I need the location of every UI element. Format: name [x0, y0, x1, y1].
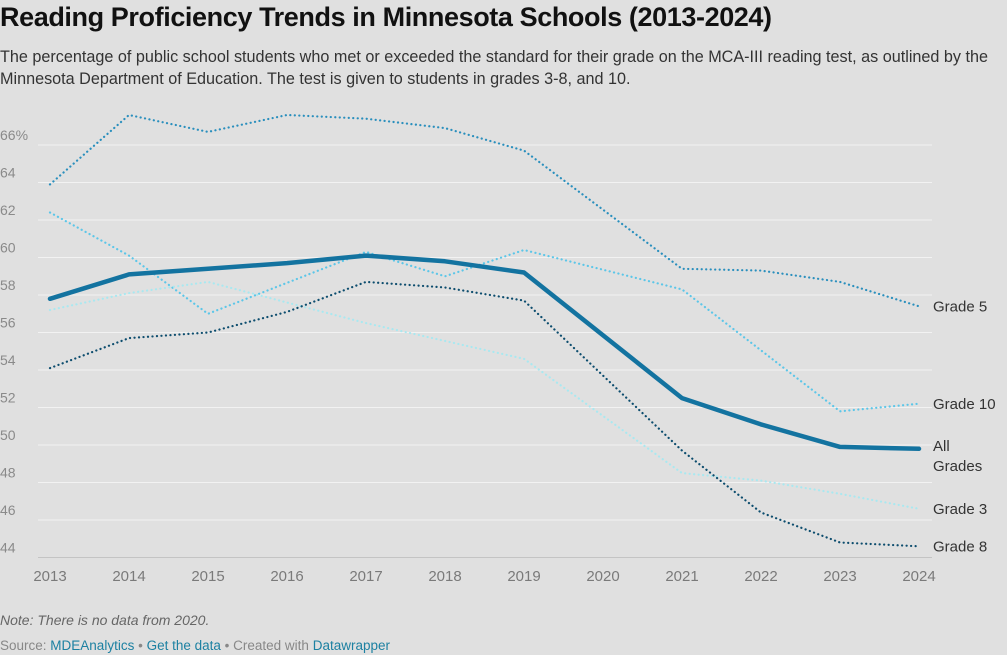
- x-tick-label: 2013: [33, 568, 66, 585]
- source-label: Source:: [0, 638, 47, 653]
- x-tick-label: 2016: [270, 568, 303, 585]
- x-tick-label: 2015: [191, 568, 224, 585]
- separator: •: [138, 638, 143, 653]
- series-line-grade-3: [48, 280, 921, 510]
- y-tick-label: 60: [0, 240, 16, 256]
- chart-footer: Source: MDEAnalytics • Get the data • Cr…: [0, 638, 390, 653]
- series-label-grade-8: Grade 8: [933, 538, 987, 555]
- datawrapper-link[interactable]: Datawrapper: [312, 638, 390, 653]
- y-tick-label: 58: [0, 277, 16, 293]
- x-tick-label: 2021: [665, 568, 698, 585]
- x-tick-label: 2020: [586, 568, 619, 585]
- x-tick-label: 2014: [112, 568, 145, 585]
- chart-title: Reading Proficiency Trends in Minnesota …: [0, 2, 772, 32]
- chart-subtitle: The percentage of public school students…: [0, 48, 989, 88]
- y-tick-label: 52: [0, 390, 16, 406]
- get-the-data-link[interactable]: Get the data: [146, 638, 221, 653]
- x-tick-label: 2023: [823, 568, 856, 585]
- y-tick-label: 50: [0, 427, 16, 443]
- x-tick-label: 2024: [902, 568, 935, 585]
- y-tick-label: 66%: [0, 127, 28, 143]
- series-line-grade-10: [48, 211, 921, 413]
- series-labels: Grade 5 Grade 10 Grade 3 Grade 8 All Grades: [933, 298, 996, 555]
- series-line-grade-5: [48, 113, 921, 308]
- y-tick-label: 46: [0, 502, 16, 518]
- gridlines: [38, 144, 932, 558]
- series-label-all-grades: Grades: [933, 458, 982, 475]
- y-tick-label: 44: [0, 540, 16, 556]
- source-link[interactable]: MDEAnalytics: [50, 638, 135, 653]
- y-tick-label: 62: [0, 202, 16, 218]
- series-label-grade-3: Grade 3: [933, 501, 987, 518]
- y-tick-label: 48: [0, 465, 16, 481]
- series-label-grade-5: Grade 5: [933, 298, 987, 315]
- y-tick-label: 64: [0, 165, 16, 181]
- y-tick-label: 54: [0, 352, 16, 368]
- x-tick-label: 2018: [428, 568, 461, 585]
- x-tick-label: 2019: [507, 568, 540, 585]
- x-axis-ticks: 2013 2014 2015 2016 2017 2018 2019 2020 2021 2022…: [33, 568, 935, 585]
- created-with-text: • Created with: [224, 638, 309, 653]
- y-tick-label: 56: [0, 315, 16, 331]
- series-label-grade-10: Grade 10: [933, 396, 996, 413]
- series-label-all-grades: All: [933, 438, 950, 455]
- series-line-all-grades: [47, 253, 922, 452]
- chart-note: Note: There is no data from 2020.: [0, 612, 210, 628]
- x-tick-label: 2017: [349, 568, 382, 585]
- x-tick-label: 2022: [744, 568, 777, 585]
- series-lines: [47, 113, 922, 548]
- y-axis-ticks: 44 46 48 50 52 54 56 58 60 62 64 66%: [0, 127, 28, 556]
- series-line-grade-8: [48, 280, 921, 548]
